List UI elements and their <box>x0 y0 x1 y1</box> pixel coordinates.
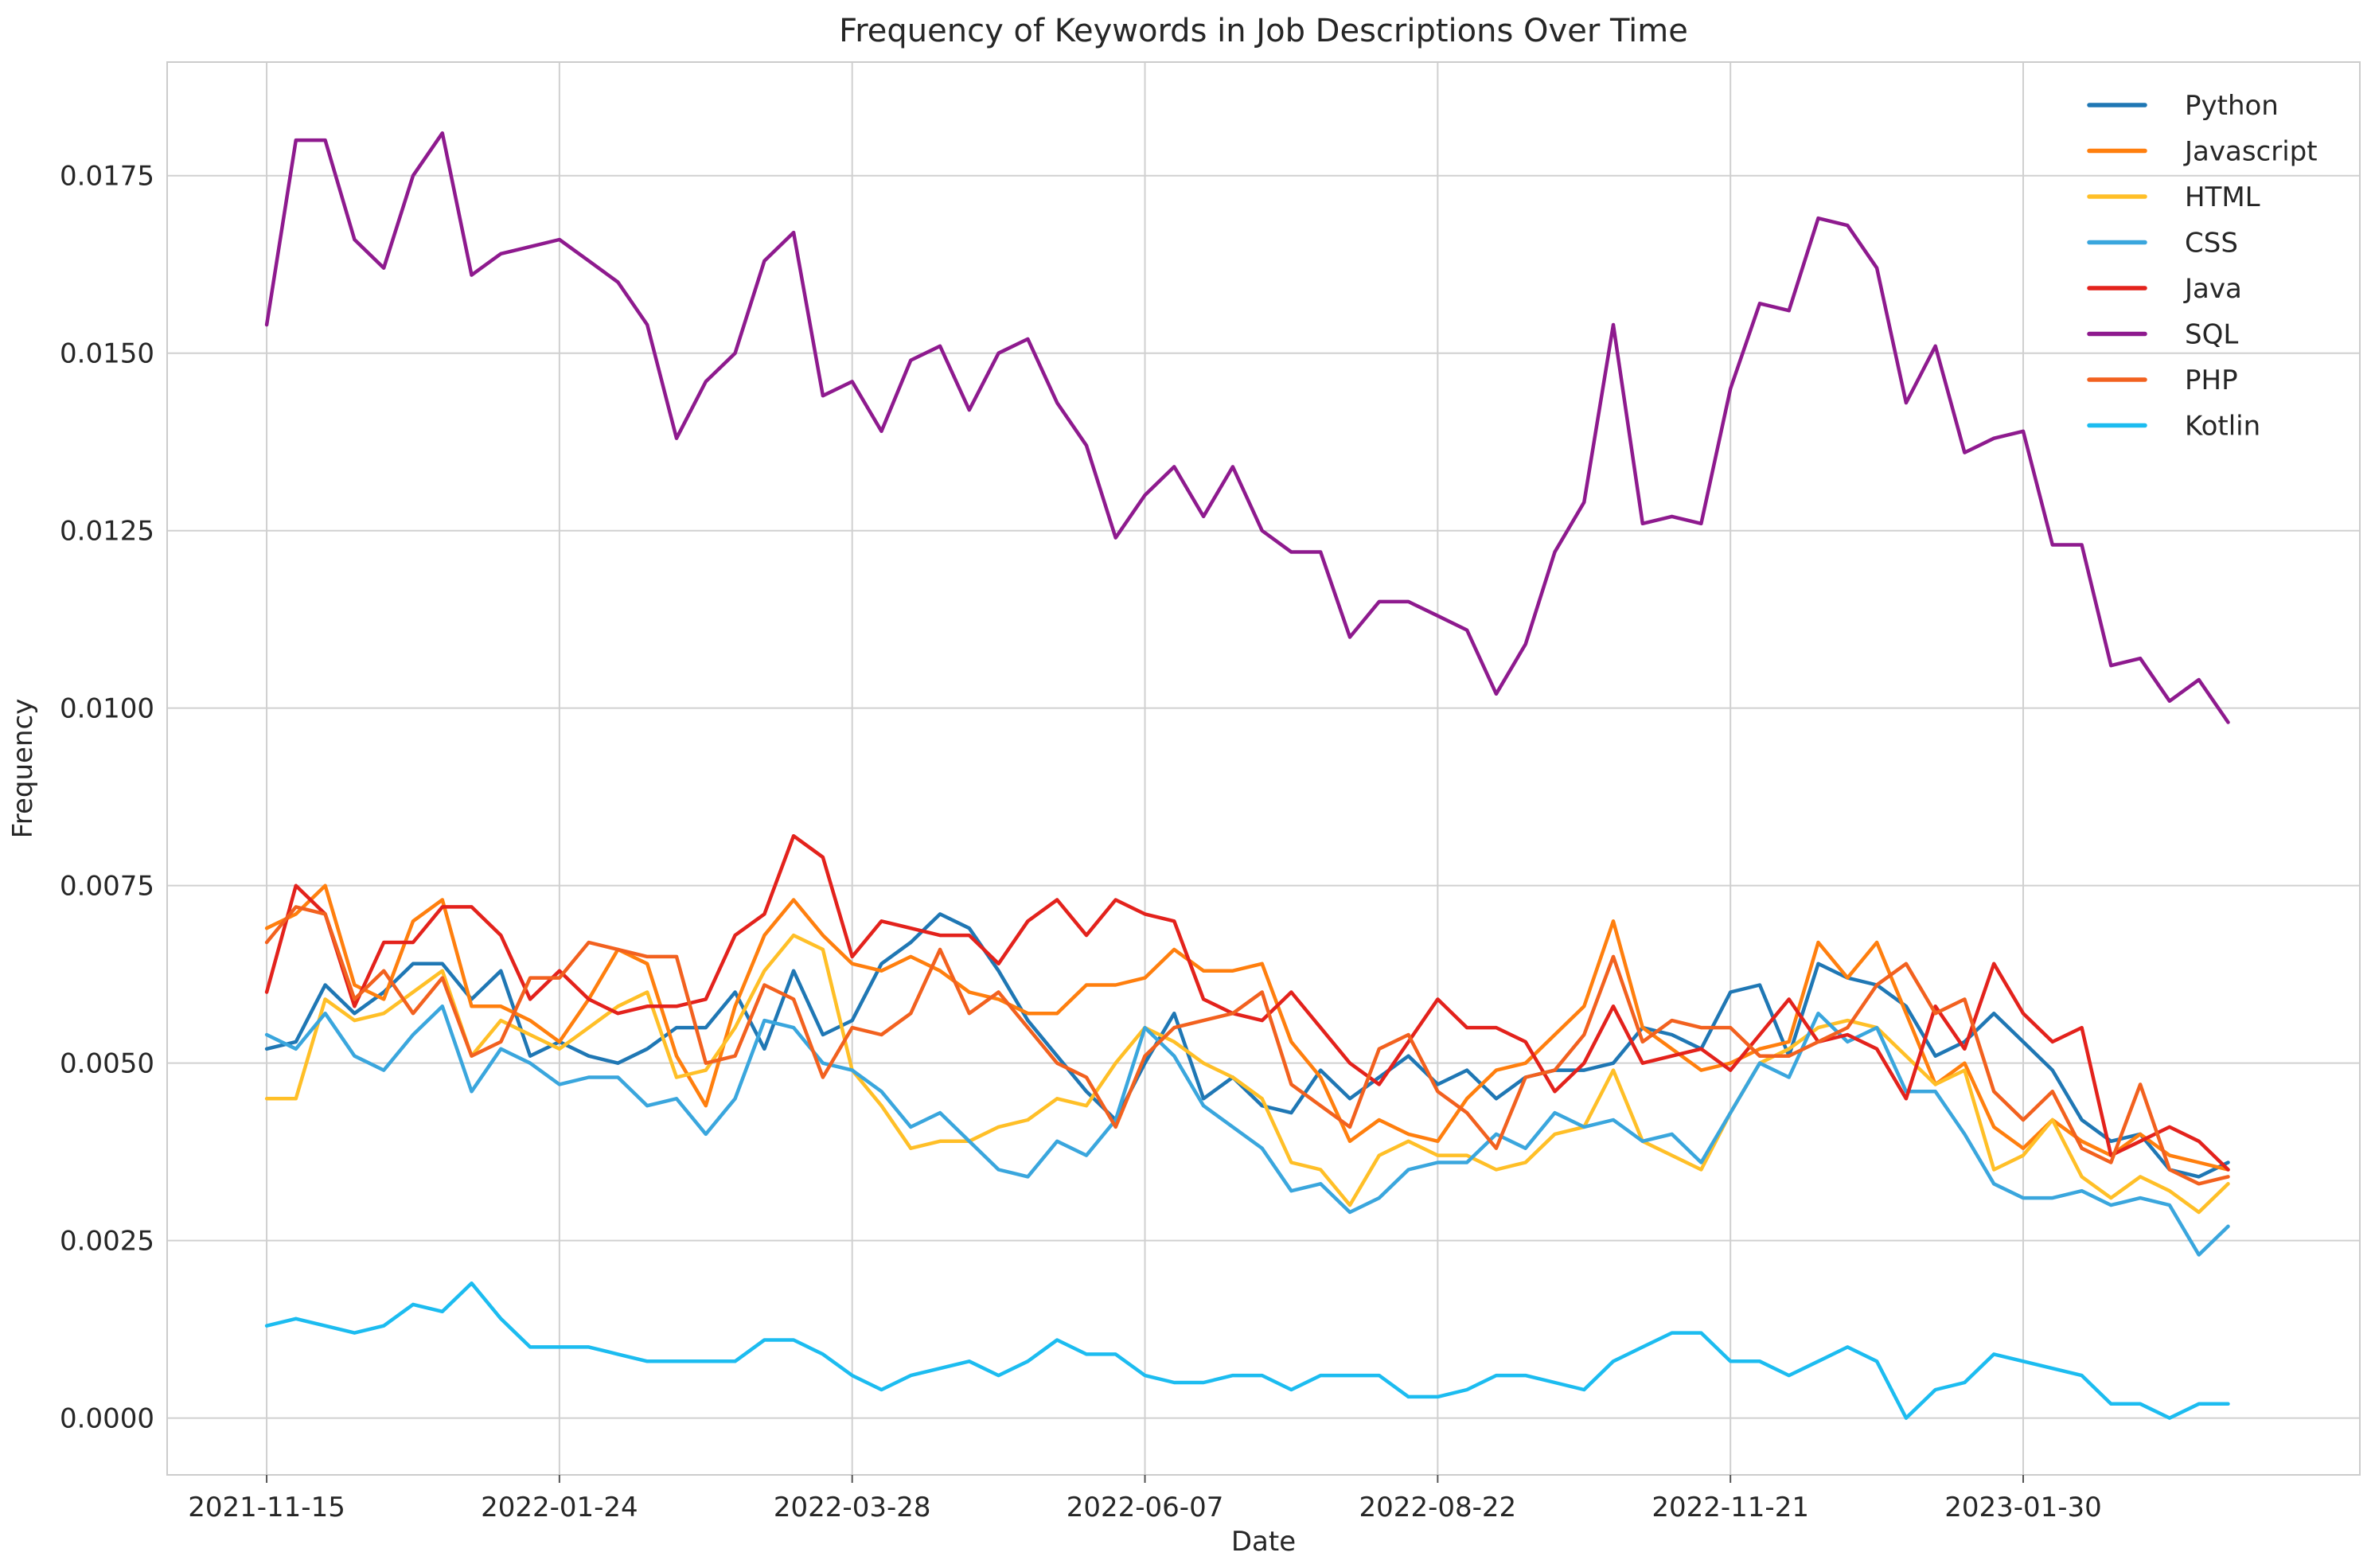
series-line-kotlin <box>264 1281 2230 1420</box>
x-tick-label: 2022-08-22 <box>1359 1492 1517 1523</box>
legend-label-javascript: Javascript <box>2183 136 2318 168</box>
y-tick-label: 0.0175 <box>60 161 154 193</box>
y-tick-label: 0.0125 <box>60 516 154 548</box>
x-tick-label: 2022-03-28 <box>774 1492 931 1523</box>
legend-label-html: HTML <box>2185 181 2260 213</box>
x-tick-label: 2022-11-21 <box>1652 1492 1809 1523</box>
y-tick-label: 0.0050 <box>60 1048 154 1080</box>
y-axis-title: Frequency <box>7 699 39 839</box>
series-line-sql <box>264 131 2230 724</box>
legend: Python Javascript HTML CSS Java SQL PHP Kotlin <box>2087 90 2318 443</box>
y-tick-label: 0.0075 <box>60 871 154 903</box>
legend-label-kotlin: Kotlin <box>2185 411 2260 443</box>
y-axis-ticks: 0.0000 0.0025 0.0050 0.0075 0.0100 0.0125 0.01… <box>60 161 154 1435</box>
x-tick-label: 2022-06-07 <box>1067 1492 1224 1523</box>
series-line-php <box>264 905 2230 1186</box>
legend-label-sql: SQL <box>2185 319 2238 351</box>
y-tick-label: 0.0100 <box>60 693 154 725</box>
series-lines <box>264 131 2230 1420</box>
legend-label-php: PHP <box>2185 365 2238 396</box>
y-tick-label: 0.0150 <box>60 338 154 370</box>
x-axis-title: Date <box>1231 1526 1296 1558</box>
legend-label-java: Java <box>2183 273 2242 305</box>
y-tick-label: 0.0025 <box>60 1226 154 1258</box>
x-tick-label: 2022-01-24 <box>481 1492 638 1523</box>
chart-title: Frequency of Keywords in Job Description… <box>839 13 1688 49</box>
plot-frame <box>166 61 2361 1476</box>
y-tick-label: 0.0000 <box>60 1403 154 1435</box>
legend-label-python: Python <box>2185 90 2279 122</box>
x-tick-label: 2023-01-30 <box>1944 1492 2102 1523</box>
series-line-java <box>264 833 2230 1172</box>
x-axis-ticks: 2021-11-15 2022-01-24 2022-03-28 2022-06-07… <box>188 1475 2102 1523</box>
series-line-html <box>264 933 2230 1215</box>
series-line-javascript <box>264 883 2230 1172</box>
legend-label-css: CSS <box>2185 228 2238 259</box>
x-tick-label: 2021-11-15 <box>188 1492 345 1523</box>
series-line-css <box>264 1004 2230 1257</box>
